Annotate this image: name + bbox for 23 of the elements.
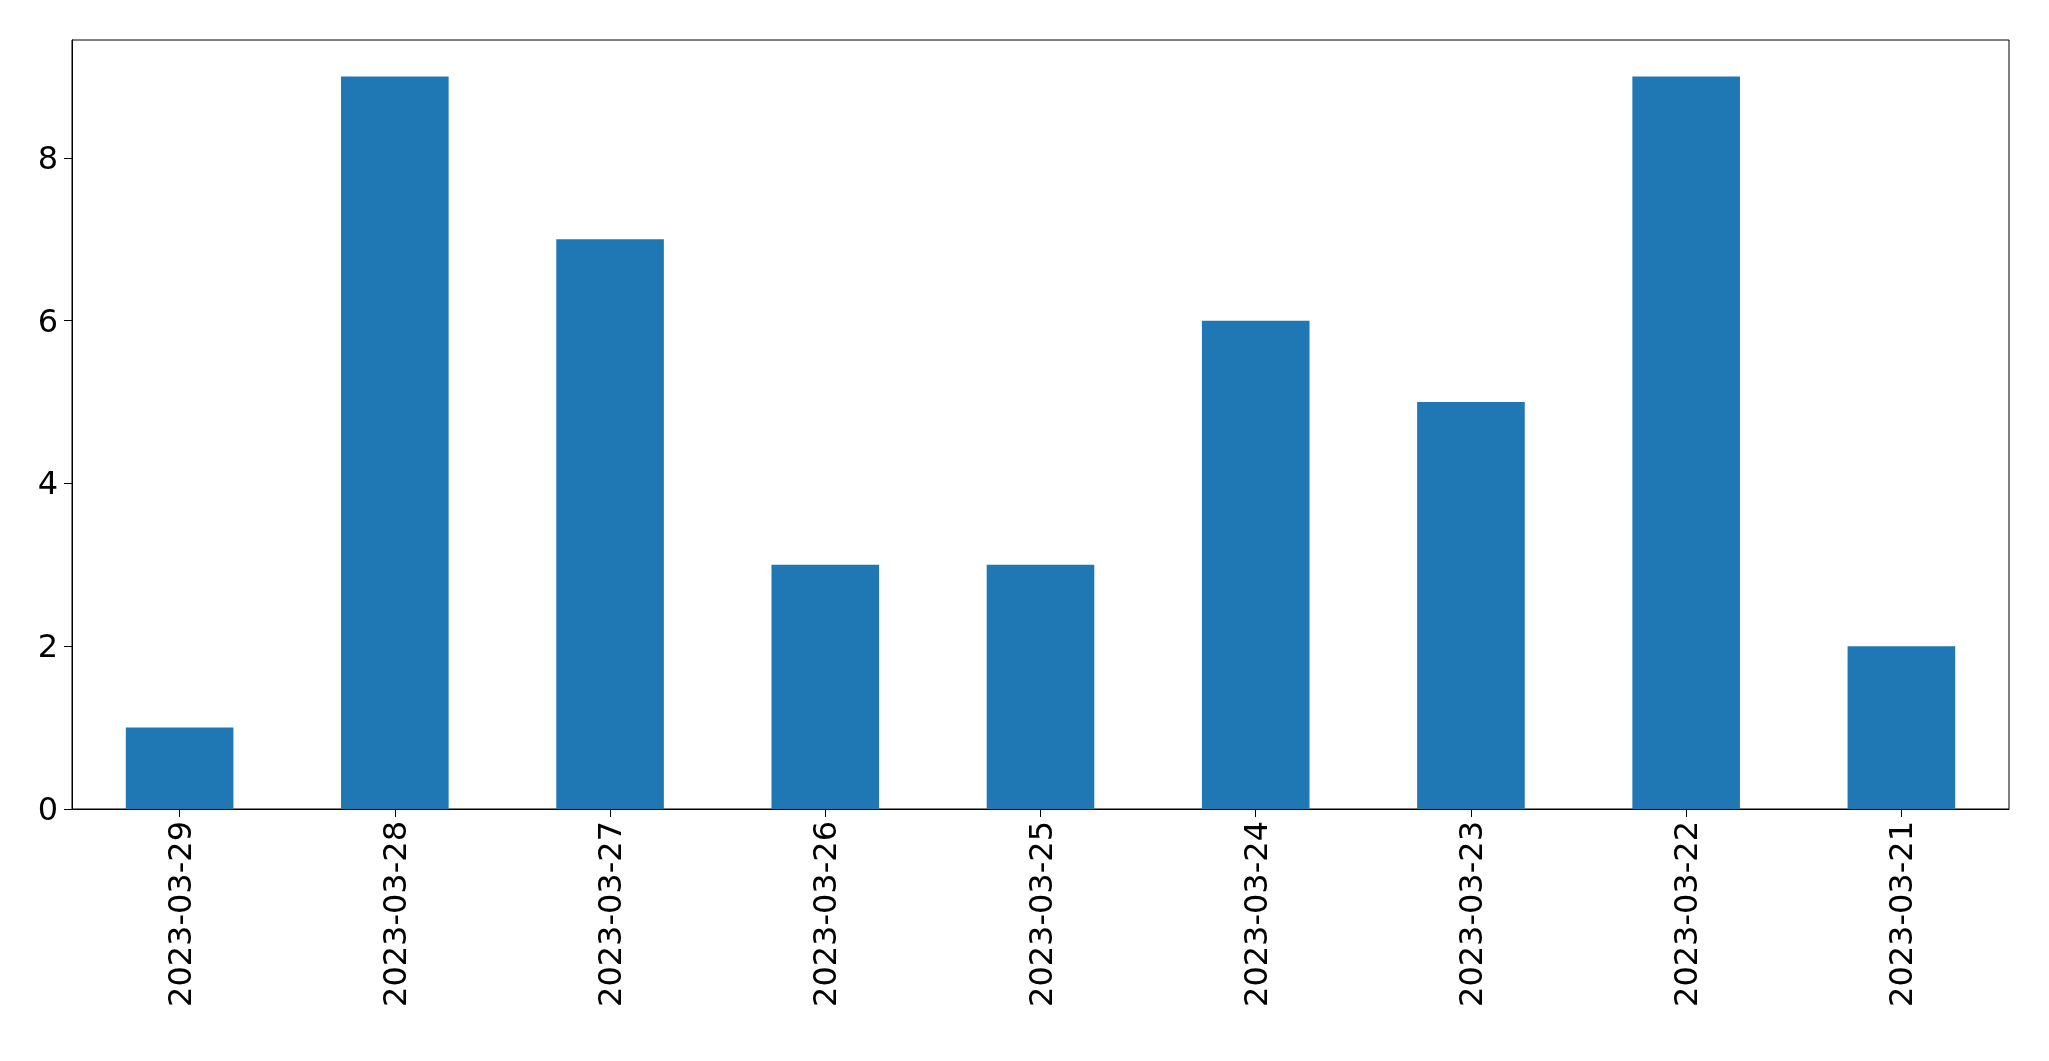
bar xyxy=(1417,402,1525,809)
bar xyxy=(1847,646,1956,809)
bar xyxy=(771,564,880,809)
bar xyxy=(341,76,449,809)
x-tick-label: 2023-03-27 xyxy=(591,821,630,1007)
y-tick-label: 2 xyxy=(37,627,58,666)
bar xyxy=(125,727,234,809)
bar xyxy=(556,239,664,809)
x-tick-label: 2023-03-28 xyxy=(375,821,414,1007)
x-tick-label: 2023-03-24 xyxy=(1236,821,1275,1007)
y-tick-label: 4 xyxy=(37,464,58,503)
y-tick-label: 0 xyxy=(37,790,58,828)
bar xyxy=(986,564,1095,809)
y-tick-label: 8 xyxy=(37,138,58,177)
bar xyxy=(1201,320,1310,809)
x-tick-label: 2023-03-21 xyxy=(1882,821,1921,1007)
x-tick-label: 2023-03-26 xyxy=(806,821,845,1007)
x-tick-label: 2023-03-29 xyxy=(160,821,199,1007)
x-tick-label: 2023-03-25 xyxy=(1021,821,1060,1007)
y-tick-label: 6 xyxy=(37,301,58,340)
x-tick-label: 2023-03-22 xyxy=(1667,821,1706,1007)
x-tick-label: 2023-03-23 xyxy=(1451,821,1490,1007)
bar xyxy=(1632,76,1740,809)
